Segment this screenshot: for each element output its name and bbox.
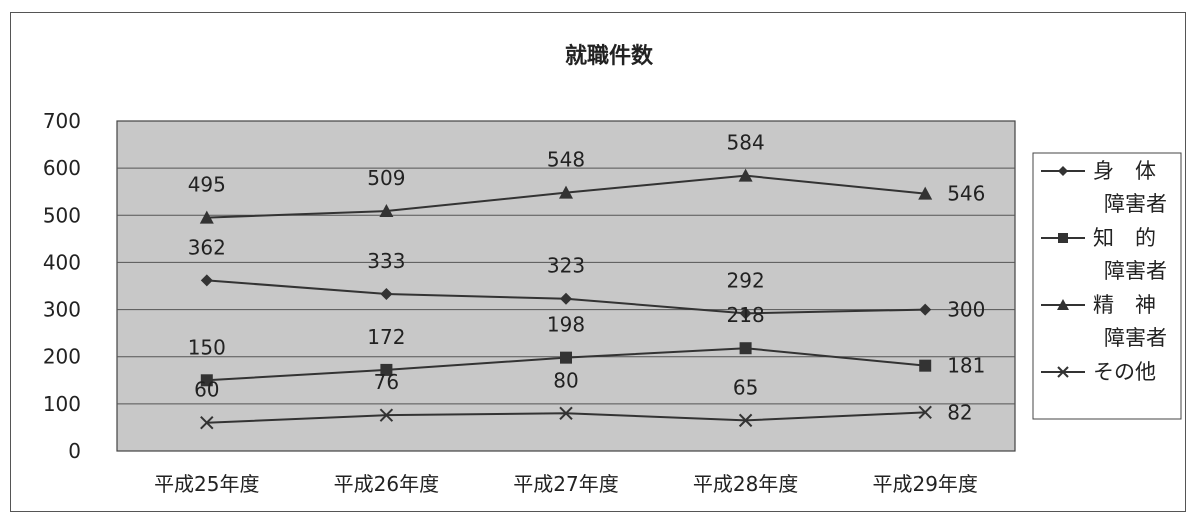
data-label: 60 [194, 378, 219, 402]
data-label: 80 [553, 368, 578, 392]
y-tick-label: 300 [43, 298, 81, 322]
series-3 [199, 168, 933, 224]
plot-area [116, 120, 1016, 452]
y-tick-label: 0 [68, 439, 81, 463]
x-marker [559, 406, 573, 420]
data-label: 150 [188, 335, 226, 359]
x-tick-label: 平成25年度 [154, 472, 259, 496]
data-label: 181 [947, 354, 985, 378]
legend-label: その他 [1093, 360, 1156, 384]
y-tick-label: 700 [43, 109, 81, 133]
chart-frame: 就職件数 0 100 200 300 400 500 600 700 平成25年度 平成26年度… [10, 12, 1186, 512]
y-tick-label: 200 [43, 345, 81, 369]
data-label: 198 [547, 313, 585, 337]
x-tick-label: 平成28年度 [693, 472, 798, 496]
data-label: 323 [547, 254, 585, 278]
legend-label: 知 的 [1093, 226, 1156, 250]
square-marker [560, 351, 572, 364]
triangle-marker [559, 185, 573, 199]
legend-label: 障害者 [1104, 259, 1167, 283]
x-axis: 平成25年度 平成26年度 平成27年度 平成28年度 平成29年度 [154, 472, 978, 496]
x-marker [918, 405, 932, 420]
square-marker [919, 359, 932, 372]
y-tick-label: 400 [43, 250, 81, 274]
data-label: 76 [374, 370, 399, 394]
square-marker [1058, 233, 1068, 243]
data-label: 509 [367, 166, 405, 190]
data-label: 82 [947, 400, 972, 424]
data-label: 172 [367, 325, 405, 349]
x-marker-stroke [379, 408, 394, 422]
data-label: 218 [727, 303, 765, 327]
data-label: 495 [188, 173, 226, 197]
series-4 [200, 405, 932, 430]
x-marker-stroke [559, 406, 573, 420]
diamond-marker [1058, 166, 1068, 176]
x-marker-stroke [918, 405, 932, 420]
legend-label: 障害者 [1104, 192, 1167, 216]
triangle-marker [918, 186, 933, 200]
diamond-marker [560, 292, 572, 305]
triangle-marker [379, 204, 394, 218]
triangle-marker [1057, 299, 1069, 310]
y-tick-label: 600 [43, 156, 81, 180]
series-1 [200, 274, 932, 320]
triangle-marker [199, 210, 214, 224]
series-2 [200, 342, 932, 387]
x-marker-stroke [1057, 366, 1069, 378]
data-label: 546 [947, 182, 985, 206]
legend-label: 障害者 [1104, 326, 1167, 350]
square-marker [739, 342, 752, 355]
data-label: 362 [188, 235, 226, 259]
chart-title: 就職件数 [565, 43, 654, 69]
x-tick-label: 平成29年度 [872, 472, 977, 496]
diamond-marker [739, 307, 752, 320]
triangle-marker [738, 168, 753, 182]
data-label: 548 [547, 148, 585, 172]
legend-label: 精 神 [1093, 293, 1156, 317]
x-marker [200, 416, 214, 430]
legend-box [1032, 152, 1182, 420]
line-chart: 就職件数 0 100 200 300 400 500 600 700 平成25年度 平成26年度… [43, 43, 1182, 496]
square-marker [200, 374, 213, 387]
legend-item-4: その他 [1041, 360, 1156, 384]
x-marker [738, 413, 753, 428]
data-label: 300 [947, 298, 985, 322]
square-marker [380, 363, 393, 376]
y-tick-label: 100 [43, 392, 81, 416]
data-label: 584 [727, 131, 765, 155]
data-label: 292 [727, 268, 765, 292]
diamond-marker [380, 288, 393, 301]
data-label: 65 [733, 375, 758, 399]
diamond-marker [919, 303, 932, 316]
data-label: 333 [367, 249, 405, 273]
diamond-marker [200, 274, 213, 287]
data-labels: 362 333 323 292 300 150 172 198 218 181 495 509 548 5… [188, 131, 986, 425]
x-marker-stroke [200, 416, 214, 430]
legend-label: 身 体 [1093, 159, 1156, 183]
x-tick-label: 平成26年度 [334, 472, 439, 496]
x-tick-label: 平成27年度 [513, 472, 618, 496]
x-marker [379, 408, 394, 422]
y-tick-label: 500 [43, 203, 81, 227]
x-marker [1057, 366, 1069, 378]
x-marker-stroke [738, 413, 753, 428]
y-axis: 0 100 200 300 400 500 600 700 [43, 109, 81, 463]
series-layer [199, 168, 933, 430]
